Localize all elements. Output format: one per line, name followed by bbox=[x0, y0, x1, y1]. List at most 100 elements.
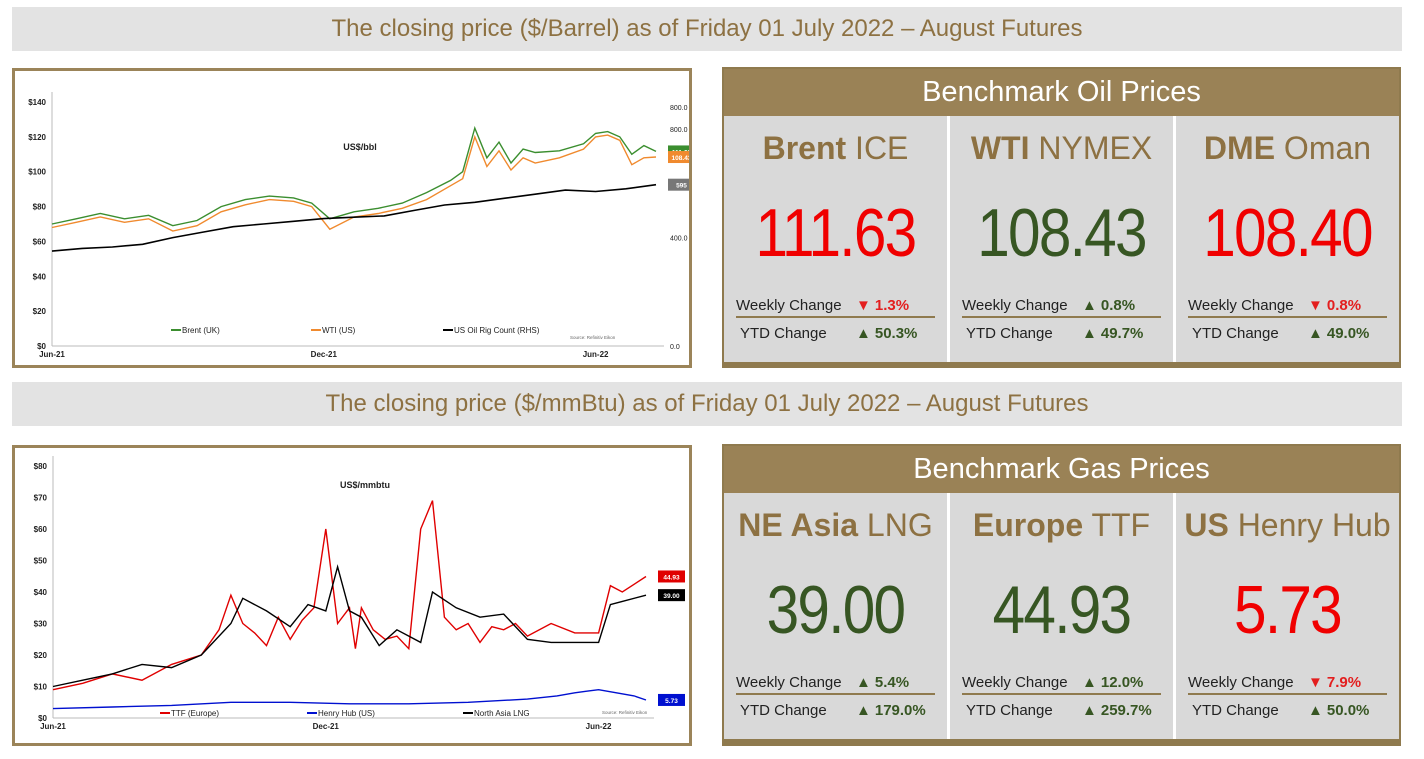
weekly-change-row: Weekly Change ▼ 1.3% bbox=[736, 294, 935, 318]
price-card: NE Asia LNG 39.00 Weekly Change ▲ 5.4% YTD Ch… bbox=[724, 493, 947, 739]
gas-banner: The closing price ($/mmBtu) as of Friday… bbox=[12, 382, 1402, 426]
y-tick-label: $30 bbox=[34, 620, 48, 629]
series-line bbox=[52, 500, 647, 691]
up-arrow-icon: ▲ bbox=[1082, 673, 1097, 691]
card-title: Brent ICE bbox=[724, 130, 947, 167]
end-value-label: 44.93 bbox=[663, 574, 680, 581]
y2-tick-label: 800.0 bbox=[670, 127, 688, 134]
ytd-change-value: 49.7% bbox=[1100, 324, 1144, 342]
up-arrow-icon: ▲ bbox=[1308, 701, 1323, 719]
gas-chart-svg: $0 $10 $20 $30 $40 $50 $60 $70 $80 Jun-21 Dec-21 Ju… bbox=[34, 456, 685, 731]
weekly-change-row: Weekly Change ▲ 5.4% bbox=[736, 671, 935, 695]
up-arrow-icon: ▲ bbox=[1082, 324, 1097, 342]
price-card: DME Oman 108.40 Weekly Change ▼ 0.8% YTD Chan… bbox=[1176, 116, 1399, 362]
card-title: Europe TTF bbox=[950, 507, 1173, 544]
down-arrow-icon: ▼ bbox=[1308, 673, 1323, 691]
x-tick-label: Dec-21 bbox=[311, 350, 338, 359]
ytd-change-label: YTD Change bbox=[1192, 324, 1279, 342]
weekly-change-label: Weekly Change bbox=[1188, 296, 1294, 314]
y-tick-label: $0 bbox=[38, 714, 47, 723]
y-tick-label: $80 bbox=[34, 462, 48, 471]
up-arrow-icon: ▲ bbox=[1082, 296, 1097, 314]
weekly-change-value: 0.8% bbox=[1326, 296, 1362, 314]
ytd-change-label: YTD Change bbox=[966, 701, 1053, 719]
weekly-change-value: 5.4% bbox=[874, 673, 910, 691]
price-card: US Henry Hub 5.73 Weekly Change ▼ 7.9% YTD Ch… bbox=[1176, 493, 1399, 739]
card-title-rest: Henry Hub bbox=[1228, 507, 1391, 543]
up-arrow-icon: ▲ bbox=[856, 324, 871, 342]
legend-label: TTF (Europe) bbox=[171, 709, 219, 718]
oil-cards: Brent ICE 111.63 Weekly Change ▼ 1.3% YTD Cha… bbox=[724, 116, 1399, 362]
ytd-change-row: YTD Change ▲ 50.0% bbox=[1188, 699, 1387, 721]
end-value-box bbox=[658, 693, 685, 706]
y-tick-label: $70 bbox=[34, 494, 48, 503]
price-card: Europe TTF 44.93 Weekly Change ▲ 12.0% YTD Ch… bbox=[950, 493, 1173, 739]
ytd-change-label: YTD Change bbox=[1192, 701, 1279, 719]
y-tick-label: $80 bbox=[33, 203, 47, 212]
source-note: Source: Refinitiv Eikon bbox=[570, 335, 616, 340]
weekly-change-row: Weekly Change ▲ 12.0% bbox=[962, 671, 1161, 695]
legend-label: Henry Hub (US) bbox=[318, 709, 375, 718]
y-tick-label: $60 bbox=[34, 525, 48, 534]
ytd-change-value: 50.3% bbox=[874, 324, 918, 342]
card-title-rest: NYMEX bbox=[1029, 130, 1153, 166]
weekly-change-label: Weekly Change bbox=[962, 296, 1068, 314]
gas-chart: $0 $10 $20 $30 $40 $50 $60 $70 $80 Jun-21 Dec-21 Ju… bbox=[12, 445, 692, 746]
y-tick-label: $60 bbox=[33, 237, 47, 246]
end-value-label: 108.43 bbox=[672, 155, 689, 162]
up-arrow-icon: ▲ bbox=[856, 701, 871, 719]
y-tick-label: $40 bbox=[34, 588, 48, 597]
weekly-change-value: 12.0% bbox=[1100, 673, 1144, 691]
ytd-change-label: YTD Change bbox=[740, 701, 827, 719]
end-value-label: 39.00 bbox=[663, 593, 680, 600]
ytd-change-row: YTD Change ▲ 49.7% bbox=[962, 322, 1161, 344]
oil-chart: $0 $20 $40 $60 $80 $100 $120 $140 Jun-21 Dec-21 Ju… bbox=[12, 68, 692, 368]
chart-title: US$/mmbtu bbox=[340, 480, 390, 490]
x-tick-label: Jun-22 bbox=[583, 350, 609, 359]
card-title-bold: US bbox=[1184, 507, 1229, 543]
gas-panel-header: Benchmark Gas Prices bbox=[724, 446, 1399, 493]
series-line bbox=[52, 564, 647, 688]
card-title: WTI NYMEX bbox=[950, 130, 1173, 167]
y2-tick-label: 400.0 bbox=[670, 236, 688, 243]
weekly-change-row: Weekly Change ▼ 0.8% bbox=[1188, 294, 1387, 318]
down-arrow-icon: ▼ bbox=[856, 296, 871, 314]
end-value-box bbox=[658, 570, 685, 583]
weekly-change-row: Weekly Change ▼ 7.9% bbox=[1188, 671, 1387, 695]
weekly-change-value: 0.8% bbox=[1100, 296, 1136, 314]
x-tick-label: Dec-21 bbox=[313, 722, 340, 731]
card-price: 39.00 bbox=[766, 572, 906, 648]
card-price: 111.63 bbox=[755, 195, 918, 271]
x-tick-label: Jun-21 bbox=[40, 722, 66, 731]
card-title-rest: Oman bbox=[1275, 130, 1372, 166]
card-price: 44.93 bbox=[992, 572, 1132, 648]
card-title-bold: Europe bbox=[972, 507, 1084, 543]
weekly-change-label: Weekly Change bbox=[736, 296, 842, 314]
legend-label: WTI (US) bbox=[322, 326, 356, 335]
end-value-box bbox=[668, 151, 689, 164]
price-card: WTI NYMEX 108.43 Weekly Change ▲ 0.8% YTD Cha… bbox=[950, 116, 1173, 362]
legend-label: Brent (UK) bbox=[182, 326, 220, 335]
card-price: 108.40 bbox=[1203, 195, 1373, 271]
card-title: US Henry Hub bbox=[1176, 507, 1399, 544]
y-tick-label: $10 bbox=[34, 683, 48, 692]
x-tick-label: Jun-22 bbox=[586, 722, 612, 731]
y-tick-label: $140 bbox=[28, 98, 46, 107]
ytd-change-row: YTD Change ▲ 179.0% bbox=[736, 699, 935, 721]
ytd-change-row: YTD Change ▲ 259.7% bbox=[962, 699, 1161, 721]
weekly-change-value: 7.9% bbox=[1326, 673, 1362, 691]
card-title-bold: DME bbox=[1203, 130, 1276, 166]
y-tick-label: $40 bbox=[33, 272, 47, 281]
weekly-change-value: 1.3% bbox=[874, 296, 910, 314]
oil-chart-svg: $0 $20 $40 $60 $80 $100 $120 $140 Jun-21 Dec-21 Ju… bbox=[28, 92, 689, 359]
y2-tick-label: 0.0 bbox=[670, 344, 680, 351]
ytd-change-value: 259.7% bbox=[1100, 701, 1152, 719]
y-tick-label: $20 bbox=[34, 651, 48, 660]
series-line bbox=[52, 688, 647, 710]
up-arrow-icon: ▲ bbox=[1082, 701, 1097, 719]
y-tick-label: $20 bbox=[33, 307, 47, 316]
card-title-bold: Brent bbox=[762, 130, 847, 166]
weekly-change-label: Weekly Change bbox=[736, 673, 842, 691]
oil-banner: The closing price ($/Barrel) as of Frida… bbox=[12, 7, 1402, 51]
source-note: Source: Refinitiv Eikon bbox=[602, 710, 648, 715]
